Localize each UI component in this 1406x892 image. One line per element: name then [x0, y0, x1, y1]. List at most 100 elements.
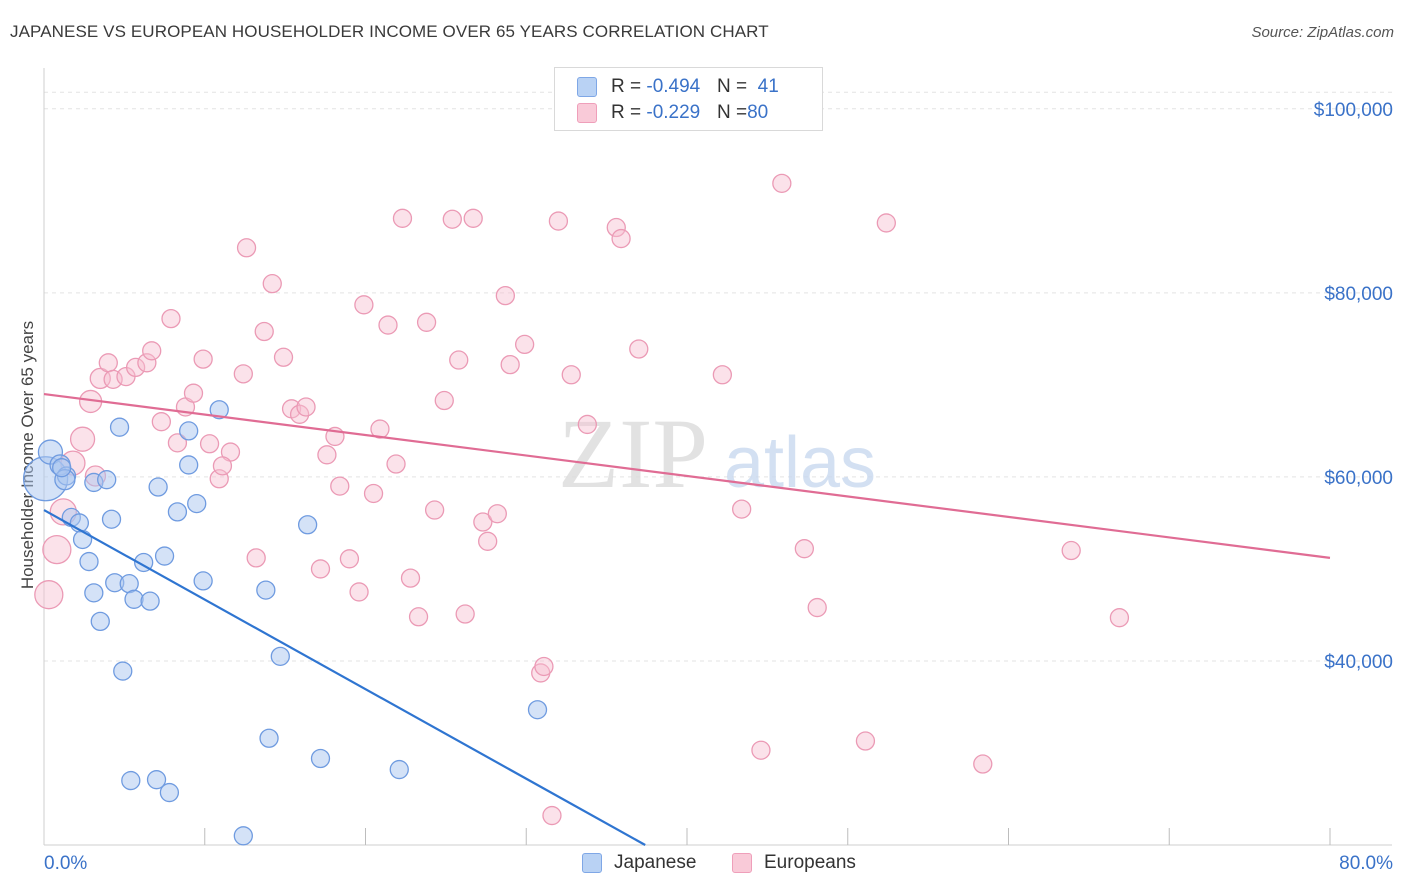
- europeans-point: [463, 208, 483, 228]
- japanese-point: [121, 770, 141, 791]
- japanese-point: [159, 782, 180, 803]
- europeans-point: [246, 548, 266, 568]
- europeans-point: [534, 656, 554, 677]
- europeans-point: [1061, 540, 1081, 561]
- japanese-point: [389, 759, 409, 780]
- europeans-point: [973, 754, 993, 774]
- europeans-point: [151, 412, 171, 432]
- japanese-point: [72, 529, 93, 550]
- europeans-point: [629, 339, 649, 359]
- series-legend: Japanese Europeans: [0, 852, 1406, 876]
- legend-row-japanese: R = -0.494 N = 41: [577, 76, 779, 98]
- europeans-point: [349, 582, 369, 602]
- europeans-point: [751, 740, 771, 760]
- europeans-point: [363, 483, 384, 504]
- europeans-point: [254, 321, 274, 342]
- europeans-point: [876, 213, 896, 233]
- europeans-point: [354, 295, 374, 315]
- europeans-point: [416, 312, 437, 332]
- axes: [43, 68, 1392, 846]
- europeans-point: [330, 476, 350, 496]
- japanese-point: [124, 589, 144, 609]
- europeans-point: [212, 456, 233, 476]
- europeans-point: [1109, 608, 1130, 628]
- japanese-point: [259, 728, 279, 748]
- x-tick-label-min: 0.0%: [44, 853, 87, 874]
- y-tick-label: $60,000: [1324, 468, 1393, 489]
- europeans-point: [561, 365, 581, 385]
- europeans-point: [296, 397, 316, 417]
- japanese-point: [146, 770, 167, 790]
- europeans-point: [183, 383, 204, 403]
- europeans-point: [370, 419, 390, 439]
- japanese-point: [148, 477, 168, 497]
- trend-lines: [43, 392, 1331, 846]
- europeans-point: [98, 353, 118, 373]
- legend-item-japanese: Japanese: [582, 852, 696, 874]
- japanese-trend-line: [43, 509, 646, 846]
- n-value: 80: [747, 102, 769, 123]
- n-label: N =: [717, 102, 748, 123]
- europeans-point: [807, 597, 827, 618]
- europeans-legend-swatch: [732, 853, 752, 873]
- japanese-point: [90, 611, 110, 632]
- japanese-point: [84, 583, 104, 603]
- n-value: 41: [757, 76, 779, 97]
- europeans-point: [42, 534, 72, 565]
- europeans-point: [473, 512, 493, 532]
- europeans-point: [378, 315, 398, 335]
- x-tick-label-max: 80.0%: [1339, 853, 1393, 874]
- japanese-point: [187, 493, 207, 514]
- japanese-point: [179, 455, 199, 475]
- europeans-point: [400, 568, 421, 588]
- europeans-point: [611, 228, 631, 249]
- europeans-point: [289, 404, 310, 424]
- europeans-point: [855, 731, 876, 751]
- japanese-point: [154, 546, 175, 566]
- europeans-point: [449, 350, 469, 370]
- europeans-point: [712, 365, 733, 385]
- europeans-point: [542, 805, 562, 826]
- europeans-point: [424, 500, 445, 520]
- europeans-point: [69, 426, 96, 452]
- japanese-point: [79, 551, 99, 572]
- japanese-point: [113, 661, 133, 681]
- europeans-trend-line: [43, 392, 1331, 559]
- europeans-point: [386, 454, 406, 474]
- n-label: N =: [717, 76, 748, 97]
- europeans-point: [606, 217, 626, 238]
- europeans-point: [142, 341, 162, 361]
- europeans-point: [794, 539, 814, 559]
- europeans-point: [434, 390, 454, 411]
- europeans-points: [34, 173, 1130, 826]
- europeans-point: [455, 604, 475, 624]
- europeans-swatch: [577, 103, 597, 123]
- europeans-point: [548, 211, 569, 231]
- japanese-swatch: [577, 77, 597, 97]
- japanese-point: [193, 571, 213, 591]
- europeans-point: [772, 173, 792, 193]
- watermark: ZIP atlas: [558, 398, 876, 509]
- europeans-point: [273, 347, 294, 367]
- japanese-point: [270, 646, 290, 667]
- europeans-point: [577, 414, 597, 435]
- europeans-point: [193, 349, 213, 369]
- r-label: R =: [611, 102, 647, 123]
- watermark-zip: ZIP: [558, 398, 708, 509]
- europeans-point: [199, 434, 220, 454]
- japanese-point: [209, 400, 229, 420]
- europeans-point: [478, 531, 498, 551]
- europeans-point: [137, 353, 157, 373]
- europeans-point: [317, 445, 337, 465]
- europeans-point: [339, 549, 360, 569]
- correlation-legend: R = -0.494 N = 41 R = -0.229 N = 80: [554, 67, 823, 131]
- europeans-point: [167, 433, 188, 453]
- europeans-point: [161, 308, 181, 329]
- y-tick-label: $80,000: [1324, 284, 1393, 305]
- europeans-point: [262, 274, 282, 294]
- europeans-point: [495, 285, 516, 306]
- japanese-point: [52, 458, 72, 478]
- tick-labels: $40,000 $60,000 $80,000 $100,000 0.0% 80.0%: [44, 100, 1393, 874]
- europeans-point: [732, 499, 752, 519]
